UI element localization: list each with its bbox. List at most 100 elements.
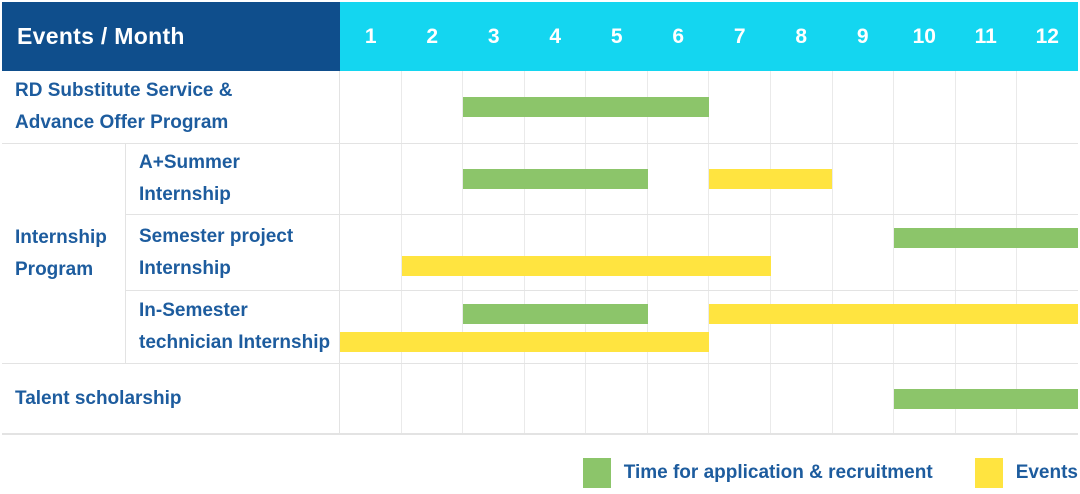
month-gridline xyxy=(708,144,770,214)
month-gridline xyxy=(1016,71,1078,143)
month-gridline xyxy=(831,71,894,143)
month-gridline xyxy=(954,144,1017,214)
timeline-a-summer-internship xyxy=(340,144,1078,215)
month-gridline xyxy=(893,291,955,363)
month-gridline xyxy=(340,291,401,363)
gantt-bar-application xyxy=(463,169,648,189)
month-gridline xyxy=(893,215,955,290)
month-header-1: 1 xyxy=(364,24,377,48)
group-label-text: Internship Program xyxy=(15,226,107,280)
month-gridline xyxy=(708,71,770,143)
legend-item-application: Time for application & recruitment xyxy=(582,458,933,488)
month-gridline xyxy=(340,71,401,143)
month-gridline xyxy=(708,215,770,290)
gantt-bar-application xyxy=(463,97,709,117)
row-label-text: A+Summer Internship xyxy=(139,152,240,205)
month-gridline xyxy=(646,291,709,363)
month-gridline xyxy=(1016,144,1078,214)
month-header-5: 5 xyxy=(610,24,623,48)
month-gridline xyxy=(831,291,894,363)
month-gridline xyxy=(585,364,647,433)
month-gridline xyxy=(340,215,401,290)
month-header-8: 8 xyxy=(795,24,808,48)
timeline-in-semester-technician-internship xyxy=(340,291,1078,364)
month-gridline xyxy=(954,215,1017,290)
legend-swatch-events-yellow xyxy=(974,458,1003,488)
month-gridline xyxy=(646,144,709,214)
timeline-semester-project-internship xyxy=(340,215,1078,291)
month-header-9: 9 xyxy=(856,24,869,48)
legend-swatch-application-green xyxy=(582,458,611,488)
group-label-internship-program: Internship Program xyxy=(2,144,126,364)
schedule-table: Events / Month 1 2 3 4 5 6 7 8 9 10 11 12 RD Substi… xyxy=(2,2,1078,435)
timeline-talent-scholarship xyxy=(340,364,1078,434)
legend: Time for application & recruitment Event… xyxy=(582,456,1078,490)
month-gridline xyxy=(523,291,586,363)
month-gridline xyxy=(770,215,832,290)
row-label-text: In-Semester technician Internship xyxy=(139,300,331,353)
month-gridline xyxy=(585,291,647,363)
month-gridline xyxy=(954,71,1017,143)
gantt-bar-event xyxy=(401,256,771,276)
month-gridline xyxy=(708,291,770,363)
month-gridline xyxy=(400,71,463,143)
gantt-bar-event xyxy=(709,304,1078,324)
gantt-bar-application xyxy=(893,388,1078,409)
header-events-month-label: Events / Month xyxy=(17,23,185,49)
month-gridline xyxy=(400,291,463,363)
month-gridline xyxy=(340,364,401,433)
month-gridline xyxy=(893,144,955,214)
month-gridline xyxy=(585,215,647,290)
row-label-semester-project-internship: Semester project Internship xyxy=(126,215,340,291)
month-gridline xyxy=(400,215,463,290)
month-gridline xyxy=(462,215,524,290)
month-gridline xyxy=(523,364,586,433)
month-gridline xyxy=(1016,291,1078,363)
month-gridline xyxy=(831,364,894,433)
month-gridline xyxy=(646,364,709,433)
month-header-4: 4 xyxy=(549,24,562,48)
gantt-bar-event xyxy=(709,169,832,189)
month-header-10: 10 xyxy=(912,24,936,48)
legend-item-events: Events xyxy=(974,458,1078,488)
row-label-a-summer-internship: A+Summer Internship xyxy=(126,144,340,215)
month-gridline xyxy=(1016,215,1078,290)
month-header-11: 11 xyxy=(974,24,997,48)
month-gridline xyxy=(646,215,709,290)
month-gridline xyxy=(400,364,463,433)
gantt-bar-event xyxy=(340,332,709,352)
row-label-text: RD Substitute Service & Advance Offer Pr… xyxy=(15,80,233,133)
month-gridline xyxy=(770,291,832,363)
legend-label-application: Time for application & recruitment xyxy=(623,462,933,483)
row-label-text: Semester project Internship xyxy=(139,225,294,279)
gantt-bar-application xyxy=(893,228,1078,248)
month-header-6: 6 xyxy=(672,24,685,48)
row-label-in-semester-technician-internship: In-Semester technician Internship xyxy=(126,291,340,364)
month-gridline xyxy=(831,215,894,290)
month-gridline xyxy=(462,71,524,143)
month-gridline xyxy=(770,364,832,433)
month-gridline xyxy=(523,215,586,290)
month-gridline xyxy=(831,144,894,214)
month-header-7: 7 xyxy=(733,24,746,48)
month-gridline xyxy=(893,71,955,143)
month-gridline xyxy=(400,144,463,214)
month-header-row: 1 2 3 4 5 6 7 8 9 10 11 12 xyxy=(340,2,1078,71)
timeline-rd-substitute-service xyxy=(340,71,1078,144)
month-gridline xyxy=(340,144,401,214)
row-label-rd-substitute-service: RD Substitute Service & Advance Offer Pr… xyxy=(2,71,340,144)
gantt-bar-application xyxy=(463,304,648,324)
month-gridline xyxy=(462,291,524,363)
row-label-text: Talent scholarship xyxy=(15,387,182,409)
legend-label-events: Events xyxy=(1015,462,1078,483)
month-gridline xyxy=(954,291,1017,363)
month-gridline xyxy=(462,364,524,433)
row-label-talent-scholarship: Talent scholarship xyxy=(2,364,340,434)
month-gridline xyxy=(462,144,524,214)
month-header-3: 3 xyxy=(487,24,500,48)
month-gridline xyxy=(770,71,832,143)
header-events-month-cell: Events / Month xyxy=(2,2,340,71)
month-header-12: 12 xyxy=(1035,24,1059,48)
month-gridline xyxy=(708,364,770,433)
